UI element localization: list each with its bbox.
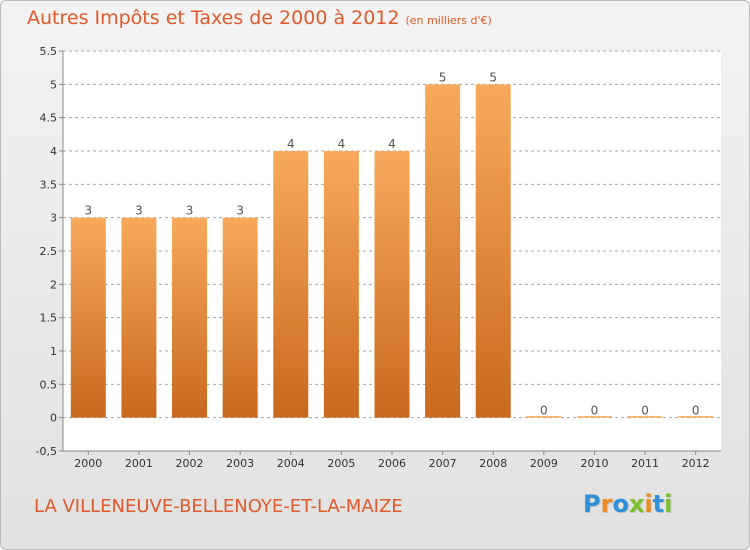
y-tick-label: 3 <box>50 212 57 225</box>
data-label: 0 <box>692 404 700 418</box>
y-tick-label: -0,5 <box>36 445 57 458</box>
bar <box>526 416 562 418</box>
tick-labels: -0,5 0 0.5 1 1.5 2 2.5 3 3.5 4 4.5 5 5.5 2000 2001 2002… <box>36 45 710 470</box>
proxiti-logo: Proxiti <box>583 490 672 518</box>
x-tick-label: 2004 <box>277 457 305 470</box>
bar <box>374 151 410 418</box>
logo-letter: r <box>600 490 613 518</box>
x-tick-label: 2005 <box>327 457 355 470</box>
y-tick-label: 4.5 <box>40 112 58 125</box>
data-label: 3 <box>135 204 143 218</box>
data-label: 3 <box>186 204 194 218</box>
axes <box>59 50 721 455</box>
bar <box>121 217 157 418</box>
y-tick-label: 1 <box>50 345 57 358</box>
x-tick-label: 2009 <box>530 457 558 470</box>
bar <box>627 416 663 418</box>
data-label: 0 <box>641 404 649 418</box>
bars <box>70 84 714 418</box>
bar <box>273 151 309 418</box>
x-tick-label: 2001 <box>125 457 153 470</box>
logo-letter: P <box>583 490 601 518</box>
x-tick-label: 2000 <box>74 457 102 470</box>
bar <box>70 217 106 418</box>
bar <box>323 151 359 418</box>
data-label: 5 <box>439 70 447 84</box>
x-tick-label: 2012 <box>682 457 710 470</box>
y-tick-label: 3.5 <box>40 178 58 191</box>
commune-name: LA VILLENEUVE-BELLENOYE-ET-LA-MAIZE <box>34 496 403 517</box>
chart-title: Autres Impôts et Taxes de 2000 à 2012 (en… <box>27 7 492 29</box>
y-tick-label: 1.5 <box>40 312 58 325</box>
x-tick-label: 2003 <box>226 457 254 470</box>
data-label: 5 <box>489 70 497 84</box>
logo-letter: i <box>664 490 673 518</box>
bar <box>222 217 258 418</box>
y-tick-label: 0.5 <box>40 378 58 391</box>
x-tick-label: 2007 <box>429 457 457 470</box>
y-tick-label: 5.5 <box>40 45 58 58</box>
data-labels: 3 3 3 3 4 4 4 5 5 0 0 0 0 <box>84 70 699 417</box>
y-tick-label: 2 <box>50 278 57 291</box>
data-label: 4 <box>287 137 295 151</box>
logo-letter: i <box>644 490 653 518</box>
data-label: 0 <box>540 404 548 418</box>
x-tick-label: 2008 <box>479 457 507 470</box>
bar <box>172 217 208 418</box>
x-tick-label: 2006 <box>378 457 406 470</box>
bar <box>425 84 461 418</box>
data-label: 3 <box>84 204 92 218</box>
logo-letter: x <box>628 490 645 518</box>
y-tick-label: 2.5 <box>40 245 58 258</box>
data-label: 4 <box>338 137 346 151</box>
logo-letter: t <box>652 490 665 518</box>
logo-letter: o <box>612 490 629 518</box>
bar <box>678 416 714 418</box>
data-label: 4 <box>388 137 396 151</box>
chart-title-text: Autres Impôts et Taxes de 2000 à 2012 <box>27 7 400 29</box>
x-tick-label: 2011 <box>631 457 659 470</box>
data-label: 3 <box>236 204 244 218</box>
y-tick-label: 0 <box>50 412 57 425</box>
x-tick-label: 2010 <box>580 457 608 470</box>
bar <box>475 84 511 418</box>
y-tick-label: 5 <box>50 78 57 91</box>
y-tick-label: 4 <box>50 145 57 158</box>
data-label: 0 <box>591 404 599 418</box>
bar <box>576 416 612 418</box>
x-tick-label: 2002 <box>176 457 204 470</box>
chart-subtitle: (en milliers d'€) <box>405 14 492 27</box>
